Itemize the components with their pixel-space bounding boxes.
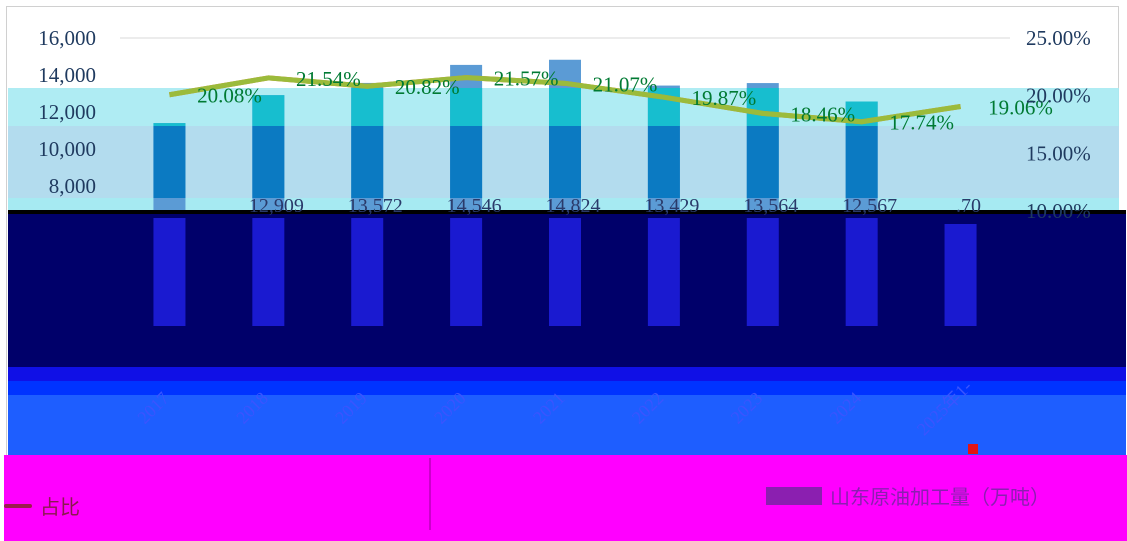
bar-dark-segment	[351, 126, 384, 198]
navy-bar-2019	[351, 218, 384, 326]
bar-data-label: 12,567	[842, 195, 897, 217]
navy-bar-2025年1-	[944, 224, 977, 326]
strip-blue-3	[8, 395, 1126, 455]
band-magenta	[4, 455, 1127, 541]
line-green	[169, 75, 961, 125]
legend: 占比 山东原油加工量（万吨）	[0, 455, 1127, 541]
line-data-label: 17.74%	[889, 111, 954, 135]
line-data-label: 18.46%	[790, 102, 855, 126]
y-left-tick: 10,000	[38, 137, 96, 161]
navy-bar-2017	[153, 218, 186, 326]
strip-blue-1	[8, 367, 1126, 381]
line-data-label: 19.87%	[692, 86, 757, 110]
navy-bar-2018	[252, 218, 285, 326]
bar-data-label: .70	[956, 195, 981, 217]
bar-data-label: 13,572	[348, 195, 403, 217]
overlay-bands	[4, 210, 1127, 541]
navy-bar-2023	[746, 218, 779, 326]
legend-swatch-output	[766, 486, 822, 505]
legend-item-output: 山东原油加工量（万吨）	[766, 481, 1050, 510]
bar-band-tint	[351, 88, 384, 126]
bar-data-label: 12,909	[249, 195, 304, 217]
bar-dark-segment	[845, 126, 878, 198]
y-right-tick: 15.00%	[1026, 141, 1091, 165]
legend-item-share: 占比	[4, 491, 80, 520]
bar-band-tint	[746, 88, 779, 126]
navy-bar-2020	[450, 218, 483, 326]
bar-dark-segment	[647, 126, 680, 198]
line-data-label: 21.07%	[593, 72, 658, 96]
navy-bar-2024	[845, 218, 878, 326]
line-series	[169, 75, 961, 125]
bar-data-label: 14,546	[447, 195, 502, 217]
y-left-tick: 14,000	[38, 63, 96, 87]
bar-band-tint	[153, 123, 186, 126]
navy-bar-2022	[647, 218, 680, 326]
bar-data-label: 13,429	[644, 195, 699, 217]
y-right-tick: 25.00%	[1026, 26, 1091, 50]
legend-label-output: 山东原油加工量（万吨）	[830, 487, 1050, 509]
y-right-tick: 20.00%	[1026, 84, 1091, 108]
bar-dark-segment	[252, 126, 285, 198]
y-left-tick: 16,000	[38, 26, 96, 50]
strip-blue-2	[8, 381, 1126, 395]
bar-band-tint	[450, 88, 483, 126]
navy-bar-2021	[549, 218, 581, 326]
line-data-label: 21.57%	[494, 67, 559, 91]
y-left-tick: 8,000	[49, 174, 96, 198]
bar-dark-segment	[549, 126, 581, 198]
bar-band-tint	[252, 95, 285, 126]
line-data-label: 21.54%	[296, 67, 361, 91]
bar-series	[153, 59, 878, 213]
bar-data-label: 14,824	[546, 195, 601, 217]
bar-dark-segment	[153, 126, 186, 198]
legend-label-share: 占比	[40, 497, 80, 519]
y-right-tick: 10.00%	[1026, 199, 1091, 223]
red-marker	[968, 444, 978, 454]
bar-dark-segment	[746, 126, 779, 198]
data-labels: 20.08% 21.54% 20.82% 21.57% 21.07% 19.87% 18.4…	[197, 67, 1053, 217]
bar-data-label: 13,564	[743, 195, 798, 217]
bar-dark-segment	[450, 126, 483, 198]
bar-band-tint	[549, 88, 581, 126]
legend-swatch-share	[4, 503, 32, 508]
line-data-label: 20.82%	[395, 75, 460, 99]
line-data-label: 19.06%	[988, 96, 1053, 120]
y-left-tick: 12,000	[38, 100, 96, 124]
line-data-label: 20.08%	[197, 84, 262, 108]
